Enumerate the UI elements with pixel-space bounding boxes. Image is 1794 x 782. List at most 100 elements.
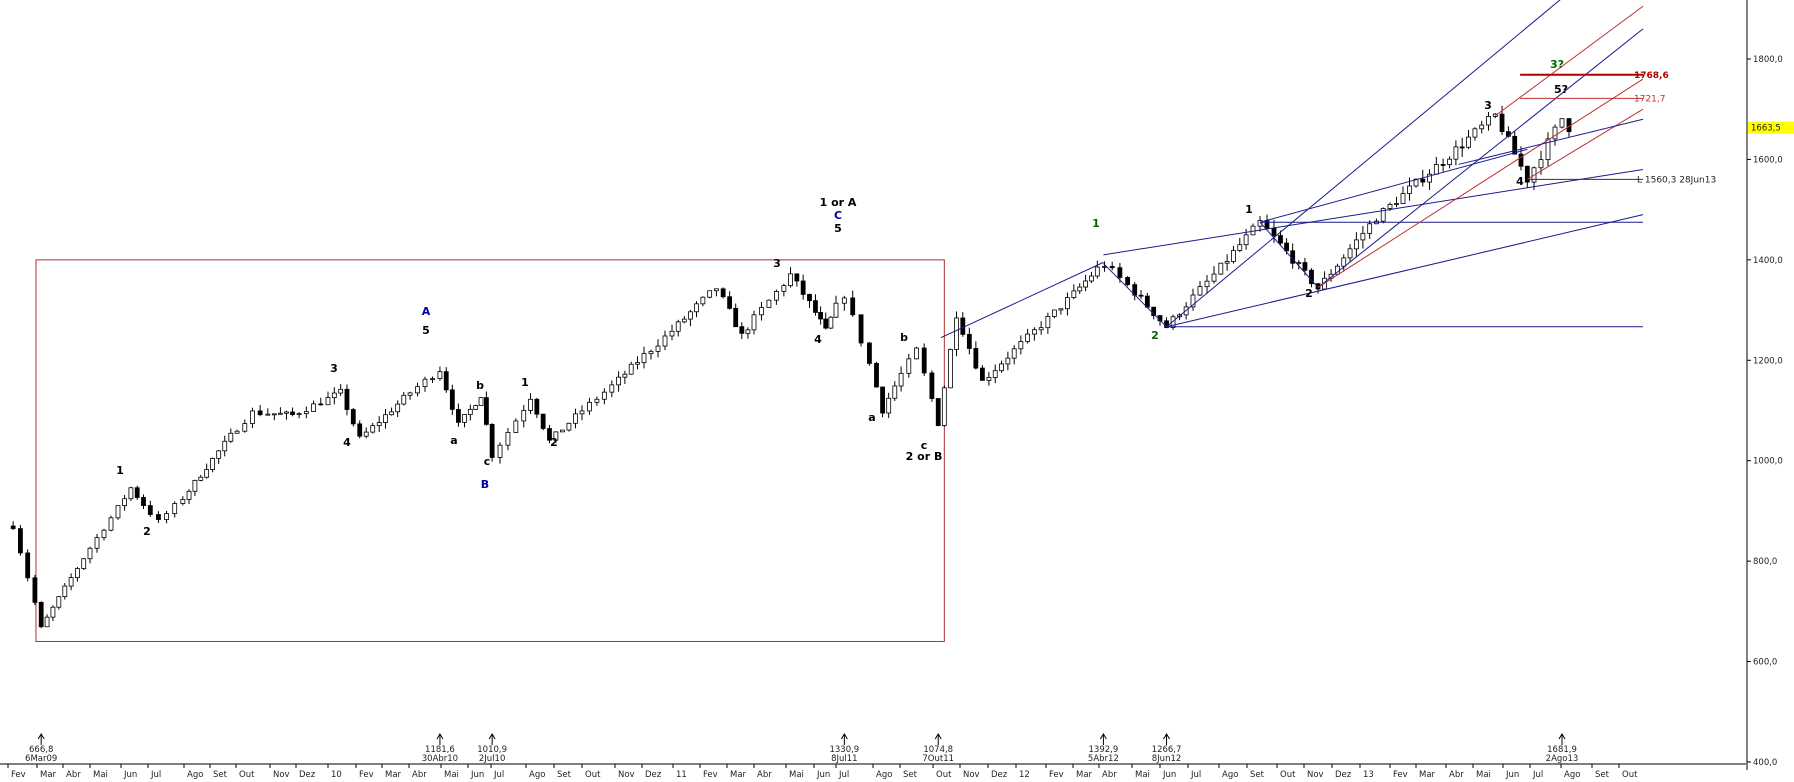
candle-body bbox=[1545, 138, 1551, 160]
candle-body bbox=[921, 347, 927, 374]
x-tick-label: Out bbox=[1622, 770, 1638, 780]
candle-body bbox=[376, 422, 382, 427]
candle-body bbox=[850, 297, 856, 316]
candle-body bbox=[992, 370, 998, 378]
wave-label: 4 bbox=[814, 333, 822, 346]
candle-body bbox=[284, 411, 289, 414]
current-price-highlight bbox=[1748, 121, 1794, 134]
wave-label: 2 or B bbox=[906, 450, 943, 463]
candle-body bbox=[1302, 262, 1308, 271]
candle-body bbox=[655, 345, 661, 352]
candle-body bbox=[115, 505, 121, 519]
x-tick-label: Jun bbox=[1505, 770, 1519, 780]
trendline-upper-2011 bbox=[940, 261, 1104, 339]
channel-red-base bbox=[1527, 108, 1644, 180]
candle-body bbox=[1499, 113, 1505, 133]
candle-body bbox=[521, 409, 527, 422]
candle-body bbox=[867, 342, 872, 364]
x-tick-label: Abr bbox=[412, 770, 427, 780]
extreme-arrow bbox=[37, 733, 45, 740]
wave-label: 1 or A bbox=[820, 196, 857, 209]
candle-body bbox=[407, 392, 413, 396]
extreme-date: 7Out11 bbox=[922, 754, 954, 764]
candle-body bbox=[1466, 136, 1471, 148]
candle-body bbox=[32, 577, 38, 603]
candle-body bbox=[473, 405, 479, 410]
candle-body bbox=[874, 362, 879, 388]
candle-body bbox=[1224, 261, 1230, 264]
x-tick-label: Dez bbox=[645, 770, 662, 780]
candle-body bbox=[745, 329, 751, 334]
x-tick-label: Set bbox=[1250, 770, 1265, 780]
candle-body bbox=[383, 414, 388, 423]
candle-body bbox=[1309, 269, 1314, 285]
candle-body bbox=[601, 391, 607, 400]
price-levels: 1768,6 1721,7 L 1560,3 28Jun13 bbox=[1520, 71, 1716, 185]
y-tick-label: 600,0 bbox=[1753, 658, 1777, 668]
candle-body bbox=[513, 420, 519, 433]
x-tick-label: Ago bbox=[529, 770, 545, 780]
candle-body bbox=[18, 528, 23, 554]
candle-body bbox=[609, 384, 615, 393]
candle-body bbox=[688, 311, 693, 320]
candle-body bbox=[1204, 280, 1210, 288]
candle-body bbox=[1479, 124, 1485, 130]
candle-body bbox=[1011, 348, 1017, 359]
candle-body bbox=[720, 288, 726, 298]
extreme-date: 8Jul11 bbox=[831, 754, 857, 764]
extreme-value: 666,8 bbox=[29, 745, 53, 755]
candle-body bbox=[935, 398, 941, 427]
wave-label: 2 bbox=[550, 436, 558, 449]
candlestick-series bbox=[10, 105, 1572, 629]
candle-body bbox=[774, 290, 779, 301]
channel-inner bbox=[1458, 118, 1644, 165]
candle-body bbox=[635, 362, 640, 365]
wave-label: 4 bbox=[1516, 175, 1524, 188]
wave-label: b bbox=[476, 379, 484, 392]
candle-body bbox=[204, 469, 210, 478]
candle-body bbox=[478, 397, 484, 406]
extreme-arrow bbox=[1558, 733, 1566, 740]
candle-body bbox=[1065, 297, 1070, 310]
candle-body bbox=[1486, 116, 1491, 126]
x-tick-label: Abr bbox=[757, 770, 772, 780]
candle-body bbox=[1237, 244, 1243, 251]
extreme-arrow bbox=[488, 733, 496, 740]
candle-body bbox=[1125, 277, 1130, 286]
candle-body bbox=[622, 373, 628, 378]
candle-body bbox=[694, 303, 699, 313]
candle-body bbox=[350, 409, 356, 425]
candle-body bbox=[1257, 220, 1263, 227]
extreme-date: 30Abr10 bbox=[422, 754, 458, 764]
candle-body bbox=[1117, 267, 1123, 278]
candle-body bbox=[833, 302, 839, 318]
candle-body bbox=[980, 367, 985, 381]
wave-label: 5 bbox=[834, 222, 842, 235]
candle-body bbox=[277, 412, 283, 415]
candle-body bbox=[311, 403, 316, 412]
candle-body bbox=[1447, 158, 1452, 165]
extreme-date: 2Jul10 bbox=[479, 754, 505, 764]
x-tick-label: Ago bbox=[876, 770, 892, 780]
x-tick-label: Mar bbox=[730, 770, 747, 780]
candle-body bbox=[1109, 266, 1115, 269]
candle-body bbox=[449, 389, 455, 410]
candle-body bbox=[648, 350, 654, 355]
candle-body bbox=[389, 411, 394, 416]
candle-body bbox=[1243, 234, 1249, 246]
x-tick-label: Out bbox=[936, 770, 952, 780]
extreme-arrow bbox=[840, 733, 848, 740]
candle-body bbox=[56, 596, 62, 608]
candle-body bbox=[1328, 273, 1334, 279]
candle-body bbox=[973, 348, 979, 369]
candle-body bbox=[1524, 165, 1530, 183]
candle-body bbox=[954, 317, 959, 350]
candle-body bbox=[483, 397, 489, 425]
candle-body bbox=[437, 371, 443, 380]
wave-label: 3 bbox=[1484, 99, 1492, 112]
candle-body bbox=[681, 318, 687, 323]
candle-body bbox=[257, 410, 263, 416]
candle-body bbox=[700, 296, 706, 305]
candle-body bbox=[443, 371, 449, 391]
candle-body bbox=[1400, 193, 1406, 204]
